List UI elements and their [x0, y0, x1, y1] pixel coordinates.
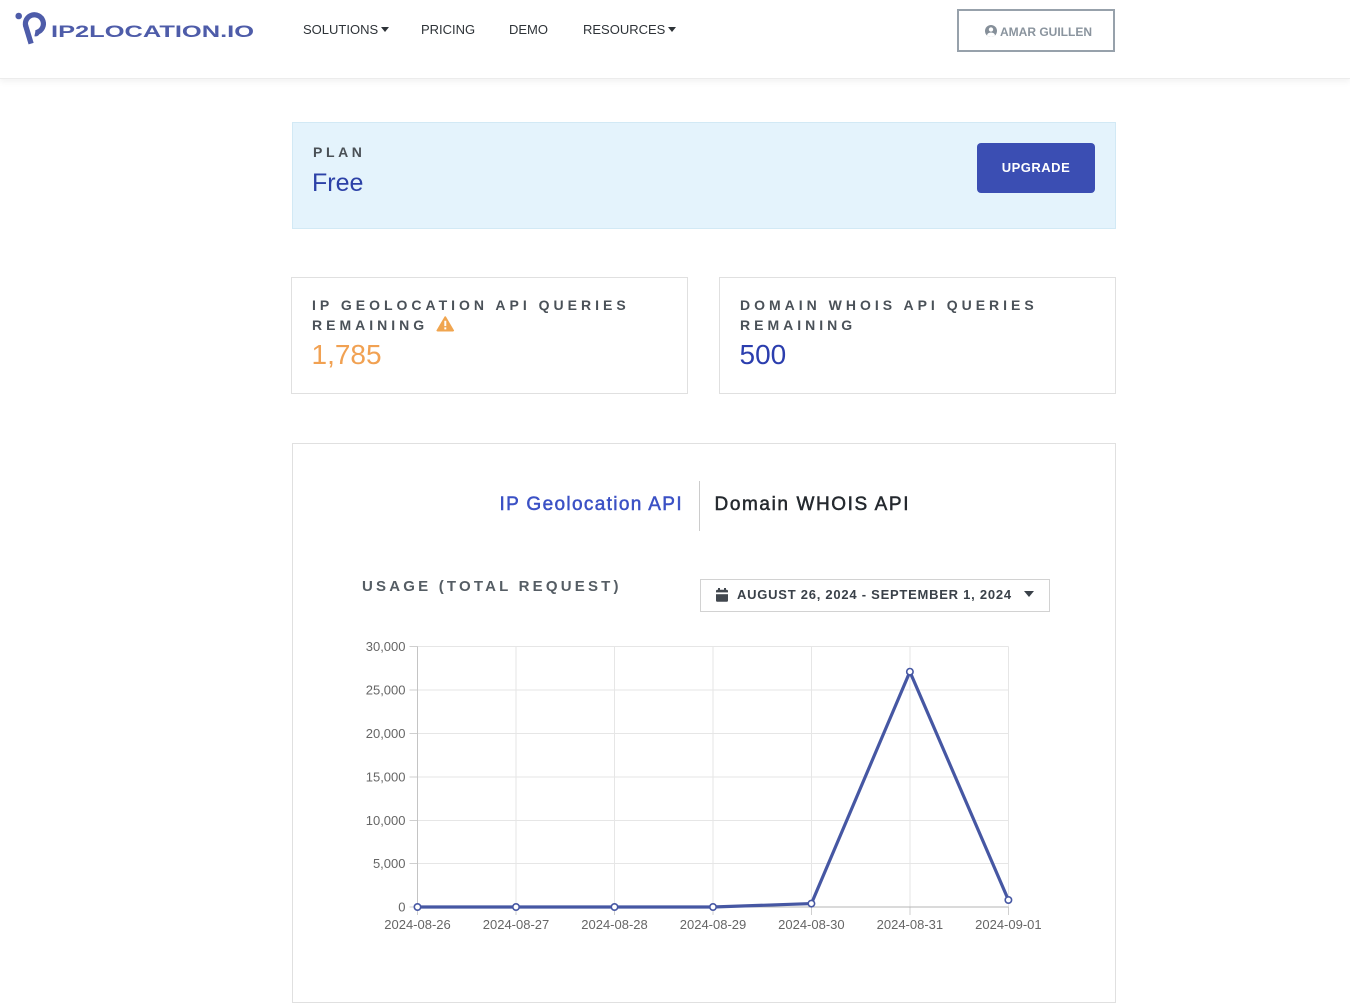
svg-text:5,000: 5,000: [373, 856, 406, 871]
svg-text:25,000: 25,000: [366, 682, 406, 697]
svg-text:IP2LOCATION.IO: IP2LOCATION.IO: [51, 22, 254, 41]
svg-text:2024-08-28: 2024-08-28: [581, 917, 648, 932]
svg-text:0: 0: [398, 900, 405, 915]
svg-text:20,000: 20,000: [366, 726, 406, 741]
svg-text:2024-08-27: 2024-08-27: [483, 917, 550, 932]
svg-text:2024-08-26: 2024-08-26: [384, 917, 451, 932]
svg-text:10,000: 10,000: [366, 813, 406, 828]
svg-text:2024-08-30: 2024-08-30: [778, 917, 845, 932]
svg-text:2024-09-01: 2024-09-01: [975, 917, 1042, 932]
svg-text:15,000: 15,000: [366, 769, 406, 784]
svg-text:2024-08-31: 2024-08-31: [877, 917, 944, 932]
svg-text:30,000: 30,000: [366, 639, 406, 654]
svg-text:2024-08-29: 2024-08-29: [680, 917, 747, 932]
